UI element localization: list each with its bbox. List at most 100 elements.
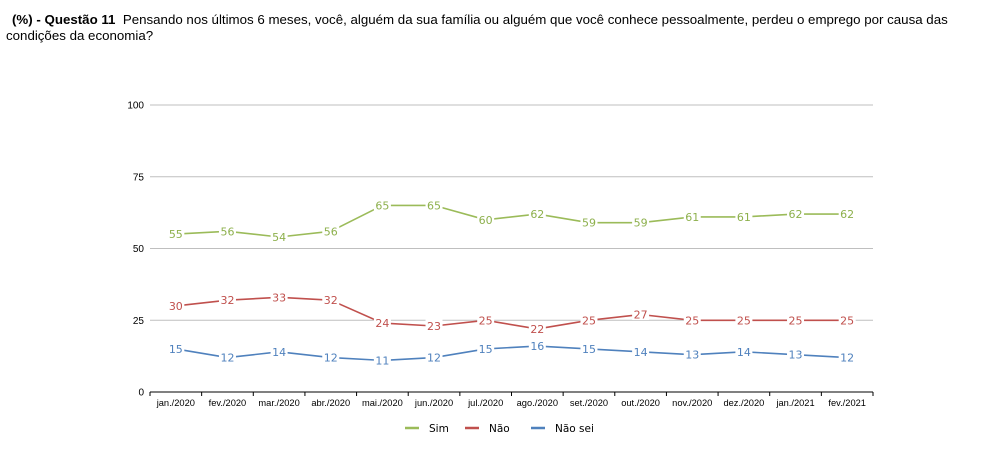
data-label-bg [580,216,598,229]
x-tick-label: jul./2020 [467,398,503,408]
data-label-n-o: 30 [169,300,183,313]
data-label-bg [632,216,650,229]
data-label-n-o-sei: 15 [582,343,596,356]
data-labels: 55 56 54 56 65 65 60 62 59 59 61 61 62 62 30 32 33 32 24 23… [167,198,856,367]
data-label-n-o: 25 [582,314,596,327]
data-label-bg [838,207,856,220]
data-label-bg [425,319,443,332]
data-label-sim: 56 [220,225,234,238]
data-label-n-o: 27 [634,309,648,322]
x-tick-label: nov./2020 [672,398,712,408]
data-label-bg [735,210,753,223]
gridlines [150,104,873,321]
x-tick-label: out./2020 [621,398,660,408]
data-label-n-o: 33 [272,291,286,304]
data-label-bg [632,345,650,358]
data-label-bg [167,227,185,240]
data-label-n-o: 25 [685,314,699,327]
data-label-bg [787,313,805,326]
data-label-n-o-sei: 16 [530,340,544,353]
data-label-bg [218,293,236,306]
data-label-n-o-sei: 13 [789,349,803,362]
data-label-bg [787,348,805,361]
data-label-n-o-sei: 12 [220,352,234,365]
data-label-sim: 56 [324,225,338,238]
data-label-bg [167,299,185,312]
x-tick-label: mai./2020 [362,398,403,408]
data-label-bg [838,313,856,326]
x-tick-label: jan./2020 [156,398,195,408]
question-body: Pensando nos últimos 6 meses, você, algu… [6,12,948,43]
question-text: (%) - Questão 11 Pensando nos últimos 6 … [6,12,992,44]
data-label-n-o: 24 [375,317,389,330]
data-label-n-o-sei: 12 [427,352,441,365]
data-label-bg [477,313,495,326]
data-label-bg [632,308,650,321]
x-tick-label: abr./2020 [311,398,350,408]
legend-label-sim: Sim [429,423,449,435]
series-line-n-o [175,296,848,330]
data-label-bg [373,353,391,366]
data-label-sim: 60 [479,214,493,227]
data-label-bg [218,224,236,237]
data-label-bg [477,342,495,355]
data-label-n-o-sei: 12 [840,352,854,365]
data-label-bg [270,345,288,358]
y-tick-label: 25 [133,316,145,327]
y-tick-label: 100 [127,101,144,112]
data-label-bg [580,342,598,355]
data-label-bg [373,198,391,211]
data-label-n-o-sei: 14 [634,346,648,359]
data-label-n-o: 32 [324,294,338,307]
data-label-n-o: 22 [530,323,544,336]
data-label-sim: 59 [634,217,648,230]
data-label-bg [683,313,701,326]
data-label-sim: 59 [582,217,596,230]
x-tick-label: fev./2020 [209,398,247,408]
data-label-bg [683,348,701,361]
data-label-sim: 65 [427,199,441,212]
data-label-bg [322,351,340,364]
data-label-n-o: 25 [789,314,803,327]
data-label-bg [735,345,753,358]
x-tick-label: jan./2021 [775,398,814,408]
x-tick-label: jun./2020 [414,398,453,408]
y-tick-label: 50 [133,244,145,255]
y-tick-label: 75 [133,172,145,183]
data-label-bg [322,293,340,306]
data-label-sim: 65 [375,199,389,212]
data-label-n-o-sei: 11 [375,354,389,367]
legend-label-n-o-sei: Não sei [555,423,594,435]
series-line-n-o-sei [175,345,848,362]
y-tick-label: 0 [138,388,144,399]
data-label-n-o-sei: 13 [685,349,699,362]
x-tick-label: set./2020 [570,398,608,408]
axes: 0 25 50 75 100 jan./2020 fev./2020 mar./2020 abr… [127,101,874,408]
legend-label-n-o: Não [489,423,510,435]
data-label-sim: 55 [169,228,183,241]
data-label-sim: 62 [530,208,544,221]
data-label-bg [787,207,805,220]
data-label-bg [218,351,236,364]
data-label-sim: 54 [272,231,286,244]
data-label-bg [373,316,391,329]
data-label-bg [270,230,288,243]
x-tick-label: dez./2020 [723,398,764,408]
series-lines [175,204,848,362]
data-label-sim: 62 [789,208,803,221]
legend: Sim Não Não sei [405,423,594,435]
data-label-sim: 61 [737,211,751,224]
data-label-bg [838,351,856,364]
data-label-bg [528,322,546,335]
data-label-n-o-sei: 15 [169,343,183,356]
data-label-bg [683,210,701,223]
data-label-n-o-sei: 14 [737,346,751,359]
data-label-n-o: 25 [737,314,751,327]
data-label-n-o: 25 [840,314,854,327]
data-label-bg [580,313,598,326]
data-label-n-o-sei: 14 [272,346,286,359]
data-label-n-o: 23 [427,320,441,333]
data-label-n-o-sei: 12 [324,352,338,365]
data-label-bg [270,290,288,303]
